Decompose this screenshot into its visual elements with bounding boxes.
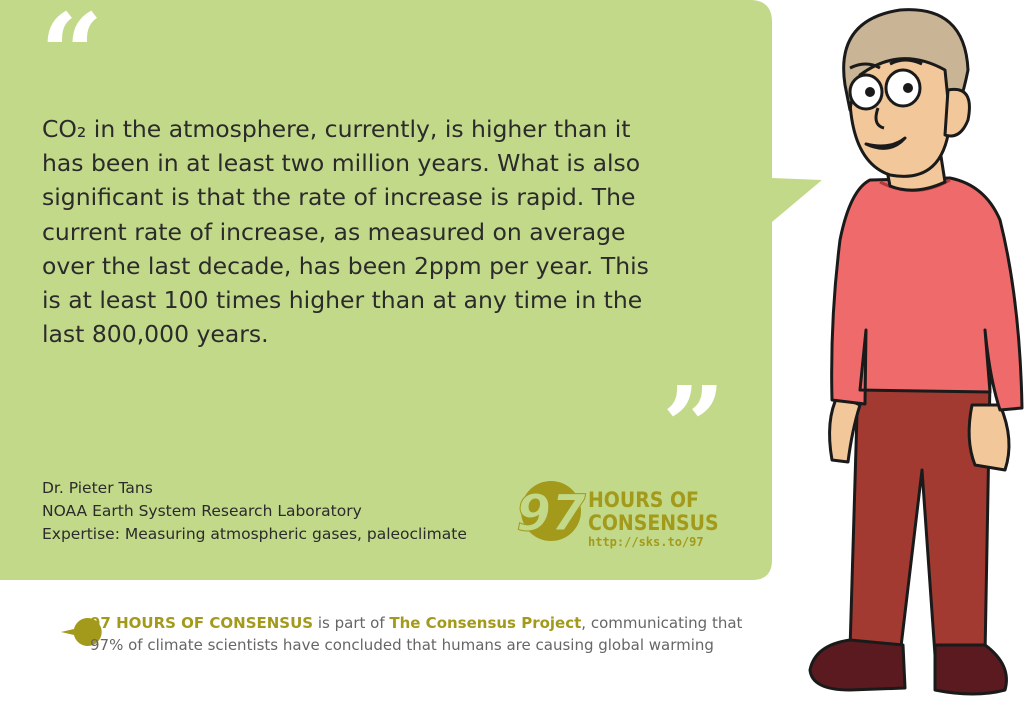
author-name: Dr. Pieter Tans xyxy=(42,479,153,497)
logo-line1: HOURS OF xyxy=(588,488,699,512)
footer-bold: The Consensus Project xyxy=(389,614,581,632)
footer-line1: 97 HOURS OF CONSENSUS is part of The Con… xyxy=(90,614,743,632)
quote-line: is at least 100 times higher than at any… xyxy=(42,286,642,314)
footer-text: , communicating that xyxy=(581,614,742,632)
open-quote: “ xyxy=(40,0,103,118)
logo-circle xyxy=(521,481,581,541)
close-quote: ” xyxy=(662,362,725,491)
logo-url: http://sks.to/97 xyxy=(588,535,704,549)
cartoon-scientist xyxy=(808,8,1024,696)
quote-line: CO₂ in the atmosphere, currently, is hig… xyxy=(42,115,631,143)
quote-line: last 800,000 years. xyxy=(42,320,269,348)
quote-line: current rate of increase, as measured on… xyxy=(42,218,626,246)
author-organization: NOAA Earth System Research Laboratory xyxy=(42,502,362,520)
quote-text: CO₂ in the atmosphere, currently, is hig… xyxy=(42,115,649,348)
speech-bubble xyxy=(0,0,822,580)
attribution: Dr. Pieter Tans NOAA Earth System Resear… xyxy=(42,479,467,543)
footer-bold: 97 HOURS OF CONSENSUS xyxy=(90,614,313,632)
logo-number: 97 xyxy=(516,484,586,542)
footer-text: is part of xyxy=(313,614,389,632)
pie-icon xyxy=(61,618,102,646)
author-expertise: Expertise: Measuring atmospheric gases, … xyxy=(42,525,467,543)
quote-line: over the last decade, has been 2ppm per … xyxy=(42,252,649,280)
quote-line: significant is that the rate of increase… xyxy=(42,183,635,211)
quote-line: has been in at least two million years. … xyxy=(42,149,640,177)
logo-line2: CONSENSUS xyxy=(588,511,719,535)
logo: 97 HOURS OF CONSENSUS http://sks.to/97 xyxy=(516,481,719,549)
footer-line2: 97% of climate scientists have concluded… xyxy=(90,636,714,654)
